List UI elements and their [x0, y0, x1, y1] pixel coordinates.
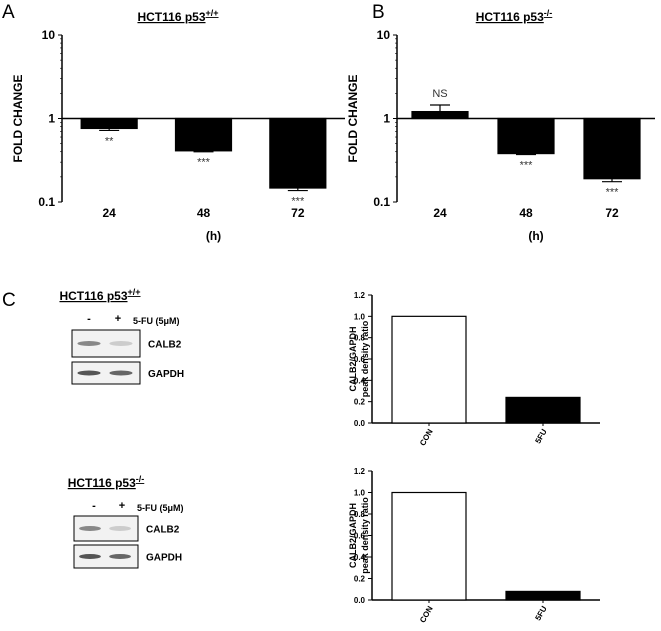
y-tick-label: 0.2: [354, 575, 366, 584]
panel-label: A: [2, 2, 15, 23]
band-label: GAPDH: [148, 369, 184, 380]
y-tick-label: 0.4: [354, 376, 366, 385]
y-tick-label: 0.1: [38, 195, 55, 209]
y-axis-label: FOLD CHANGE: [11, 75, 25, 163]
title: HCT116 p53-/-: [476, 8, 553, 24]
treatment-label: 5-FU (5μM): [133, 316, 180, 326]
blot-band: [109, 554, 131, 559]
y-axis-label: peak density ratio: [360, 497, 370, 574]
band-label: CALB2: [146, 525, 180, 536]
lane-label: +: [119, 500, 125, 512]
annotation: ***: [520, 160, 534, 172]
x-axis-label: (h): [206, 229, 221, 243]
title-text: HCT116 p53: [137, 10, 205, 24]
bar: [80, 117, 138, 130]
x-tick-label: 5FU: [533, 604, 548, 622]
band-label: GAPDH: [146, 553, 182, 564]
annotation: ***: [291, 196, 305, 208]
bar: [505, 396, 581, 424]
annotation: NS: [432, 88, 447, 100]
panel-label: B: [372, 2, 385, 23]
bar: [174, 117, 233, 152]
panel-label: C: [2, 290, 16, 311]
lane-label: -: [87, 313, 91, 325]
annotation: **: [105, 135, 114, 147]
y-tick-label: 0.1: [373, 195, 390, 209]
x-tick-label: 72: [291, 206, 305, 220]
blot-band: [109, 370, 133, 376]
band-label: CALB2: [148, 340, 182, 351]
annotation: ***: [606, 187, 620, 199]
y-tick-label: 10: [42, 28, 56, 42]
y-tick-label: 0.8: [354, 334, 366, 343]
bar: [505, 590, 581, 601]
y-tick-label: 0.0: [354, 596, 366, 605]
blot-band: [109, 526, 131, 531]
title-text: HCT116 p53: [476, 10, 544, 24]
title: HCT116 p53+/+: [59, 287, 140, 303]
x-tick-label: 24: [102, 206, 116, 220]
y-tick-label: 1.2: [354, 467, 366, 476]
bar: [583, 117, 641, 180]
y-tick-label: 0.6: [354, 355, 366, 364]
title-superscript: -/-: [544, 8, 553, 18]
title-text: HCT116 p53: [59, 289, 127, 303]
bar: [391, 315, 467, 424]
x-tick-label: CON: [418, 427, 435, 447]
treatment-label: 5-FU (5μM): [137, 503, 184, 513]
annotation: ***: [197, 157, 211, 169]
x-tick-label: 24: [433, 206, 447, 220]
y-axis-label: peak density ratio: [360, 320, 370, 397]
y-tick-label: 0.6: [354, 532, 366, 541]
y-tick-label: 0.8: [354, 510, 366, 519]
y-tick-label: 1: [48, 112, 55, 126]
title-superscript: -/-: [136, 474, 145, 484]
blot-box: [73, 544, 139, 569]
title: HCT116 p53-/-: [68, 474, 145, 490]
blot-band: [77, 341, 101, 346]
blot-band: [79, 554, 101, 559]
x-tick-label: 72: [605, 206, 619, 220]
y-tick-label: 1: [383, 112, 390, 126]
blot-band: [77, 370, 101, 376]
x-tick-label: 5FU: [533, 427, 548, 445]
x-tick-label: 48: [519, 206, 533, 220]
x-tick-label: CON: [418, 604, 435, 624]
bar: [269, 117, 327, 189]
y-axis-label: CALB2/GAPDH: [348, 326, 358, 391]
bar: [497, 117, 555, 155]
blot-band: [79, 526, 101, 531]
y-tick-label: 1.0: [354, 489, 366, 498]
blot-band: [109, 341, 133, 346]
y-tick-label: 0.0: [354, 419, 366, 428]
lane-label: +: [115, 313, 121, 325]
bar: [391, 491, 467, 601]
y-axis-label: FOLD CHANGE: [346, 75, 360, 163]
title-text: HCT116 p53: [68, 476, 136, 490]
x-axis-label: (h): [528, 229, 543, 243]
x-tick-label: 48: [197, 206, 211, 220]
y-tick-label: 10: [377, 28, 391, 42]
title-superscript: +/+: [206, 8, 219, 18]
y-tick-label: 0.2: [354, 398, 366, 407]
lane-label: -: [92, 500, 96, 512]
y-axis-label: CALB2/GAPDH: [348, 503, 358, 568]
y-tick-label: 1.0: [354, 312, 366, 321]
y-tick-label: 0.4: [354, 553, 366, 562]
blot-box: [71, 361, 141, 385]
title: HCT116 p53+/+: [137, 8, 218, 24]
title-superscript: +/+: [128, 287, 141, 297]
bar: [411, 110, 469, 120]
y-tick-label: 1.2: [354, 291, 366, 300]
